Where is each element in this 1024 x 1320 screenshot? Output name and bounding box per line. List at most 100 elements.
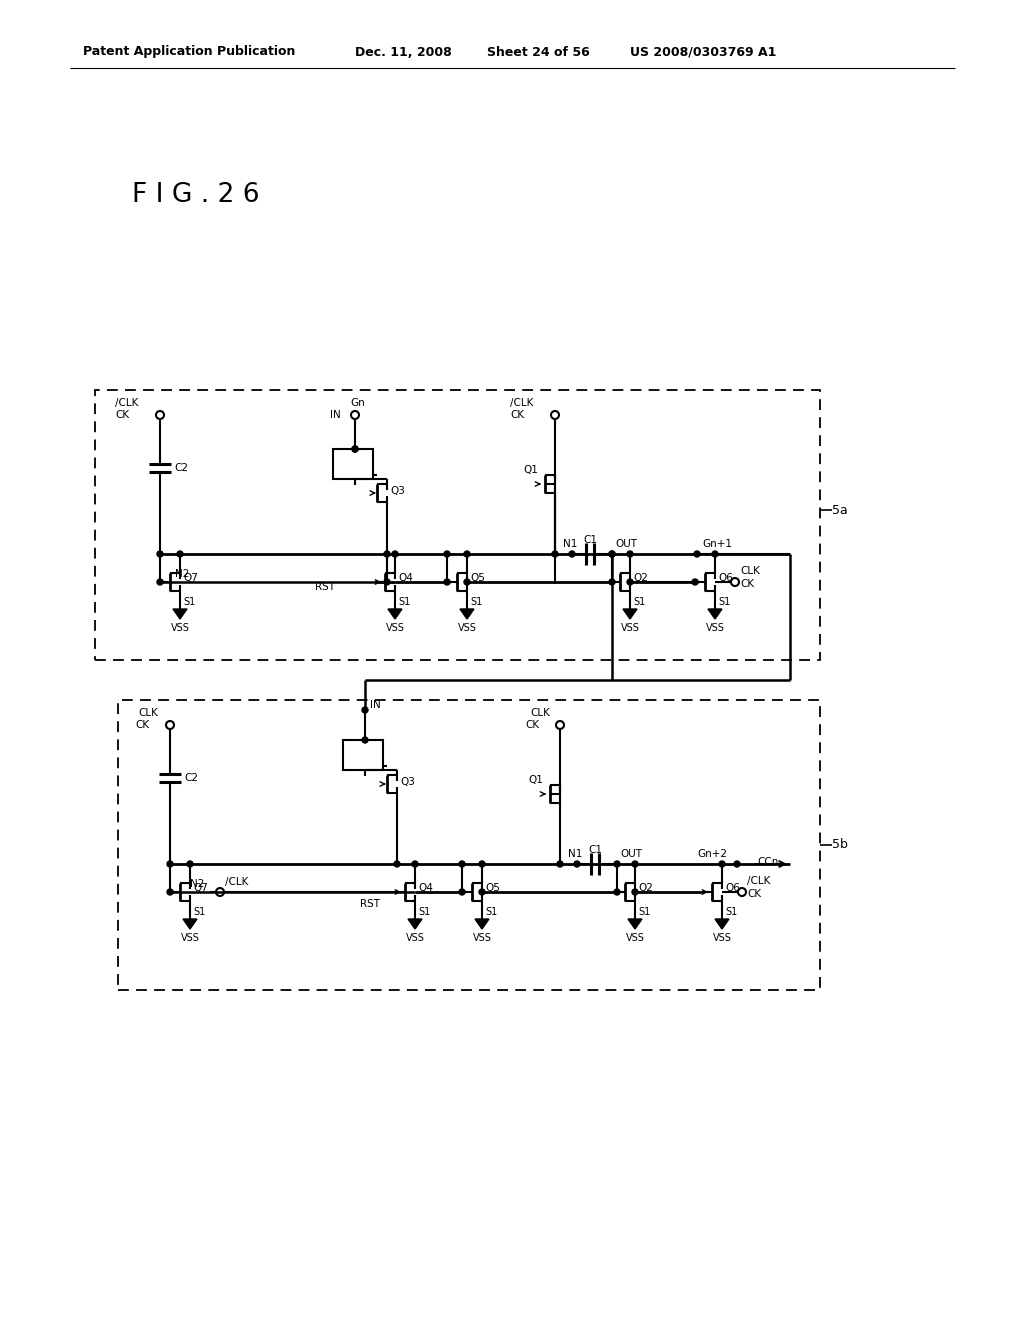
Circle shape (557, 861, 563, 867)
Text: Q2: Q2 (633, 573, 648, 583)
Text: CK: CK (525, 719, 539, 730)
Text: Q4: Q4 (418, 883, 433, 894)
Circle shape (384, 550, 390, 557)
Circle shape (734, 861, 740, 867)
Text: C1: C1 (588, 845, 602, 855)
Circle shape (479, 861, 485, 867)
Polygon shape (475, 919, 489, 929)
Text: Gn+1: Gn+1 (702, 539, 732, 549)
Text: IN: IN (370, 700, 381, 710)
Circle shape (627, 579, 633, 585)
Bar (343, 741, 383, 770)
Text: Q5: Q5 (485, 883, 500, 894)
Text: US 2008/0303769 A1: US 2008/0303769 A1 (630, 45, 776, 58)
Circle shape (444, 550, 450, 557)
Text: /CLK: /CLK (225, 876, 249, 887)
Circle shape (627, 550, 633, 557)
Text: S1: S1 (633, 597, 645, 607)
Polygon shape (715, 919, 729, 929)
Text: N1: N1 (568, 849, 583, 859)
Text: S1: S1 (398, 597, 411, 607)
Text: CK: CK (115, 411, 129, 420)
Circle shape (177, 550, 183, 557)
Text: Q6: Q6 (725, 883, 740, 894)
Text: VSS: VSS (458, 623, 476, 634)
Text: Q1: Q1 (528, 775, 543, 785)
Circle shape (574, 861, 580, 867)
Circle shape (632, 888, 638, 895)
Text: VSS: VSS (386, 623, 404, 634)
Circle shape (384, 579, 390, 585)
Bar (95, 389, 820, 660)
Bar (118, 700, 820, 990)
Text: /CLK: /CLK (510, 399, 534, 408)
Text: Q3: Q3 (400, 777, 415, 787)
Text: S1: S1 (470, 597, 482, 607)
Circle shape (352, 446, 358, 451)
Text: F I G . 2 6: F I G . 2 6 (132, 182, 259, 209)
Polygon shape (708, 609, 722, 619)
Text: N1: N1 (563, 539, 578, 549)
Polygon shape (460, 609, 474, 619)
Circle shape (552, 550, 558, 557)
Text: S1: S1 (485, 907, 498, 917)
Text: N2: N2 (190, 879, 205, 888)
Text: OUT: OUT (615, 539, 637, 549)
Text: IN: IN (330, 411, 341, 420)
Text: Q2: Q2 (638, 883, 653, 894)
Text: CK: CK (746, 888, 761, 899)
Circle shape (459, 888, 465, 895)
Circle shape (712, 550, 718, 557)
Text: CK: CK (740, 579, 754, 589)
Circle shape (609, 579, 615, 585)
Polygon shape (388, 609, 402, 619)
Text: Q3: Q3 (390, 486, 404, 496)
Text: Q7: Q7 (193, 883, 208, 894)
Text: Q1: Q1 (523, 465, 538, 475)
Circle shape (157, 579, 163, 585)
Circle shape (167, 861, 173, 867)
Circle shape (394, 861, 400, 867)
Text: CLK: CLK (138, 708, 158, 718)
Polygon shape (628, 919, 642, 929)
Text: CLK: CLK (530, 708, 550, 718)
Text: OUT: OUT (620, 849, 642, 859)
Circle shape (362, 708, 368, 713)
Text: VSS: VSS (621, 623, 639, 634)
Text: /CLK: /CLK (746, 876, 770, 886)
Text: S1: S1 (418, 907, 430, 917)
Text: 5a: 5a (831, 503, 848, 516)
Text: CLK: CLK (740, 566, 760, 576)
Polygon shape (183, 919, 197, 929)
Text: RST: RST (360, 899, 380, 909)
Text: RST: RST (315, 582, 335, 591)
Circle shape (167, 888, 173, 895)
Text: 5b: 5b (831, 838, 848, 851)
Text: S1: S1 (638, 907, 650, 917)
Text: Dec. 11, 2008: Dec. 11, 2008 (355, 45, 452, 58)
Circle shape (694, 550, 700, 557)
Text: S1: S1 (193, 907, 205, 917)
Text: C1: C1 (583, 535, 597, 545)
Circle shape (157, 550, 163, 557)
Text: N2: N2 (175, 569, 189, 579)
Text: VSS: VSS (626, 933, 644, 942)
Text: VSS: VSS (713, 933, 731, 942)
Text: Gn+2: Gn+2 (697, 849, 727, 859)
Circle shape (609, 550, 615, 557)
Circle shape (614, 861, 620, 867)
Text: VSS: VSS (180, 933, 200, 942)
Circle shape (609, 550, 615, 557)
Circle shape (362, 737, 368, 743)
Text: Patent Application Publication: Patent Application Publication (83, 45, 295, 58)
Circle shape (632, 861, 638, 867)
Text: C2: C2 (174, 463, 188, 473)
Polygon shape (623, 609, 637, 619)
Circle shape (459, 861, 465, 867)
Circle shape (479, 888, 485, 895)
Text: Sheet 24 of 56: Sheet 24 of 56 (487, 45, 590, 58)
Text: Q6: Q6 (718, 573, 733, 583)
Circle shape (464, 579, 470, 585)
Text: Gn: Gn (350, 399, 365, 408)
Text: Q7: Q7 (183, 573, 198, 583)
